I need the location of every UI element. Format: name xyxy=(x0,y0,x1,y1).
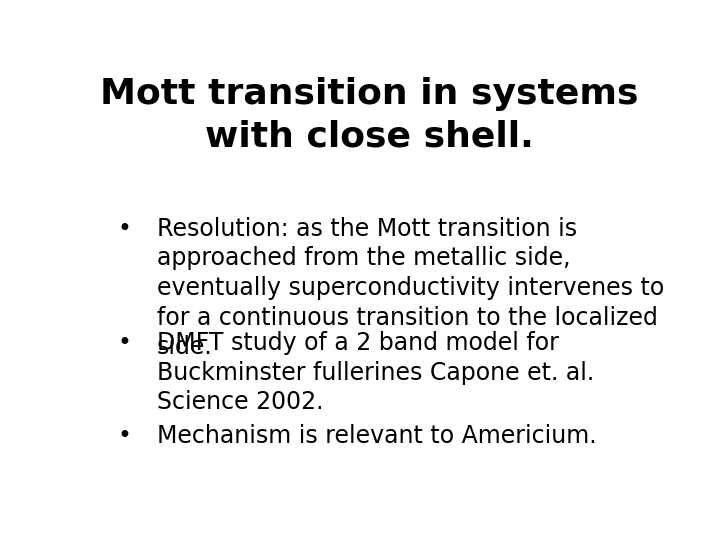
Text: Mechanism is relevant to Americium.: Mechanism is relevant to Americium. xyxy=(157,424,597,448)
Text: •: • xyxy=(118,424,132,448)
Text: •: • xyxy=(118,331,132,355)
Text: DMFT study of a 2 band model for
Buckminster fullerines Capone et. al.
Science 2: DMFT study of a 2 band model for Buckmin… xyxy=(157,331,594,414)
Text: Mott transition in systems
with close shell.: Mott transition in systems with close sh… xyxy=(100,77,638,153)
Text: Resolution: as the Mott transition is
approached from the metallic side,
eventua: Resolution: as the Mott transition is ap… xyxy=(157,217,665,359)
Text: •: • xyxy=(118,217,132,240)
